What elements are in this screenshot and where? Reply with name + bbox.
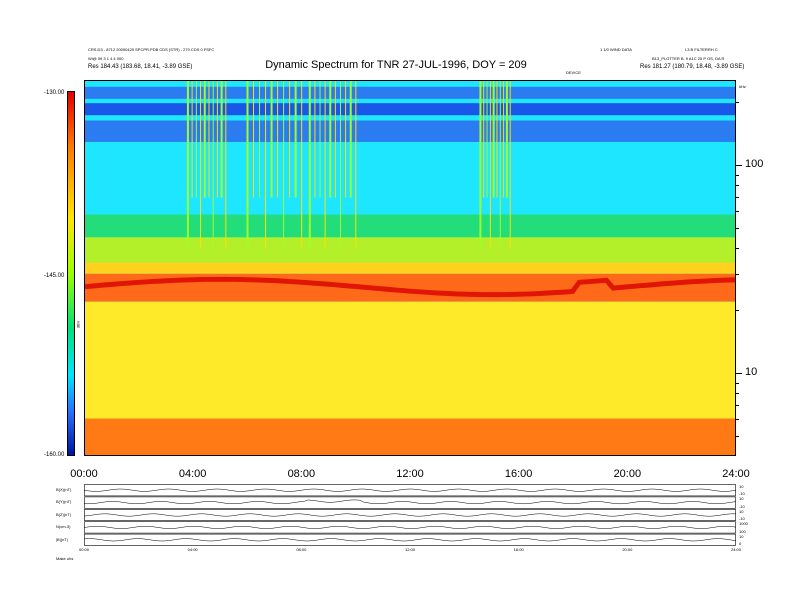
x-tick-label-4: 16:00: [504, 468, 533, 480]
plasma-line: [85, 276, 735, 298]
panel-label-3: N(cm-3): [56, 524, 71, 530]
colorbar-bottom-label: -160.00: [44, 452, 65, 458]
panel-x-tick-label-4: 16:00: [513, 547, 524, 552]
header-mid-tag: DEVICE: [566, 70, 581, 75]
header-right-line2: B13_PLOTTER B. 9 A1C 25 P OS, DA R: [652, 56, 725, 61]
x-axis: 00:00 04:00 08:00 12:00 16:00 20:00 24:00: [70, 468, 750, 482]
panel-frame-1: [84, 496, 736, 509]
header-left-line2: Wi@ 09 3 1 4 4 000: [88, 56, 124, 61]
header-center-right: 1 1/0 WIND DATA: [600, 47, 632, 52]
y-minor-tick-12: [736, 174, 739, 176]
panel-scale-1-1: -10: [739, 503, 745, 509]
y-minor-tick-6: [736, 273, 739, 275]
spectrum-band-2: [85, 103, 735, 116]
y-minor-tick-9: [736, 211, 739, 213]
panel-label-4: |B|(nT): [56, 536, 69, 542]
y-axis: 100 10: [736, 80, 776, 456]
spectrum-band-4: [85, 214, 735, 238]
panel-trace-3: [84, 525, 736, 529]
x-tick-label-1: 04:00: [178, 468, 207, 480]
parameter-panels: [84, 484, 736, 546]
spectrum-band-6: [85, 262, 735, 274]
x-axis-bottom: 00:00 04:00 08:00 12:00 16:00 20:00 24:00: [79, 546, 741, 554]
header-left-line3: Res 184.43 (183.68, 18.41, -3.89 GSE): [88, 64, 193, 70]
header-right-line3: Res 181.27 (180.79, 18.48, -3.89 GSE): [640, 64, 745, 70]
panel-trace-0: [84, 488, 736, 492]
panel-frame-2: [84, 508, 736, 521]
panel-scale-2-0: 10: [739, 508, 744, 514]
panel-scale-4-0: 10: [739, 533, 744, 539]
radio-burst-3: [479, 81, 511, 248]
panel-trace-4: [84, 538, 736, 542]
y-minor-tick-0: [736, 435, 739, 437]
panel-scale-4-1: 0: [739, 541, 742, 546]
spectrogram-plot: [84, 80, 736, 456]
spectrum-band-5: [85, 237, 735, 263]
y-minor-tick-4: [736, 382, 739, 384]
header-left-line1: CRS.D3 - 8712 20090429 SPCPR.PDB CDS (ST…: [88, 47, 215, 52]
y-minor-tick-10: [736, 197, 739, 199]
y-minor-tick-5: [736, 310, 739, 312]
panel-scale-2-1: -10: [739, 516, 745, 522]
chart-title: Dynamic Spectrum for TNR 27-JUL-1996, DO…: [265, 59, 527, 71]
y-tick-label-1: 10: [745, 366, 758, 379]
y-tick-label-0: 100: [745, 157, 764, 170]
panel-scale-1-0: 10: [739, 496, 744, 502]
panel-label-2: B(Z)(nT): [56, 511, 72, 517]
x-tick-label-0: 00:00: [70, 468, 98, 480]
y-tick-0: [736, 164, 742, 166]
panel-scale-0-0: 10: [739, 484, 744, 489]
x-tick-label-2: 08:00: [287, 468, 316, 480]
parameter-panel-labels: B(X)(nT) 10 -10 B(Y)(nT) 10 -10 B(Z)(nT) 10 -10 N…: [0, 484, 792, 546]
x-tick-label-5: 20:00: [613, 468, 642, 480]
colorbar-top-label: -130.00: [44, 90, 65, 96]
spectrum-band-0: [85, 81, 735, 225]
x-tick-label-3: 12:00: [396, 468, 424, 480]
x-tick-label-6: 24:00: [722, 468, 750, 480]
panel-scale-3-1: 100: [739, 528, 746, 534]
y-minor-tick-2: [736, 405, 739, 407]
panel-scale-3-0: 1000: [739, 521, 748, 527]
panel-scale-0-1: -10: [739, 491, 745, 497]
spectrum-band-9: [85, 418, 735, 455]
panel-x-tick-label-6: 24:00: [730, 547, 742, 552]
bottom-label: Make uhs: [56, 556, 74, 561]
radio-burst-0: [186, 81, 227, 248]
y-minor-tick-11: [736, 185, 739, 187]
panel-x-tick-label-5: 20:00: [622, 547, 633, 552]
y-minor-tick-3: [736, 393, 739, 395]
spectrum-band-3: [85, 120, 735, 142]
radio-burst-2: [308, 81, 357, 248]
y-tick-1: [736, 373, 742, 375]
panel-trace-1: [84, 499, 736, 505]
panel-x-tick-label-0: 00:00: [78, 547, 90, 552]
spectrum-band-8: [85, 301, 735, 419]
units-tag: kHz: [739, 84, 746, 89]
colorbar-mid-label: -145.00: [44, 273, 65, 279]
header-right-line1: L3 B FILTERRH C: [685, 47, 718, 52]
panel-trace-2: [84, 513, 736, 517]
y-minor-tick-1: [736, 419, 739, 421]
colorbar: [67, 91, 75, 456]
panel-x-tick-label-1: 04:00: [187, 547, 198, 552]
spectrum-band-1: [85, 86, 735, 99]
radio-burst-1: [246, 81, 303, 248]
panel-label-0: B(X)(nT): [56, 487, 72, 492]
y-minor-tick-7: [736, 247, 739, 249]
panel-label-1: B(Y)(nT): [56, 499, 72, 505]
colorbar-units: dBV: [75, 320, 81, 329]
panel-x-tick-label-3: 12:00: [404, 547, 416, 552]
panel-x-tick-label-2: 08:00: [296, 547, 307, 552]
y-minor-tick-13: [736, 102, 739, 104]
y-minor-tick-8: [736, 227, 739, 229]
panel-frame-4: [84, 533, 736, 546]
